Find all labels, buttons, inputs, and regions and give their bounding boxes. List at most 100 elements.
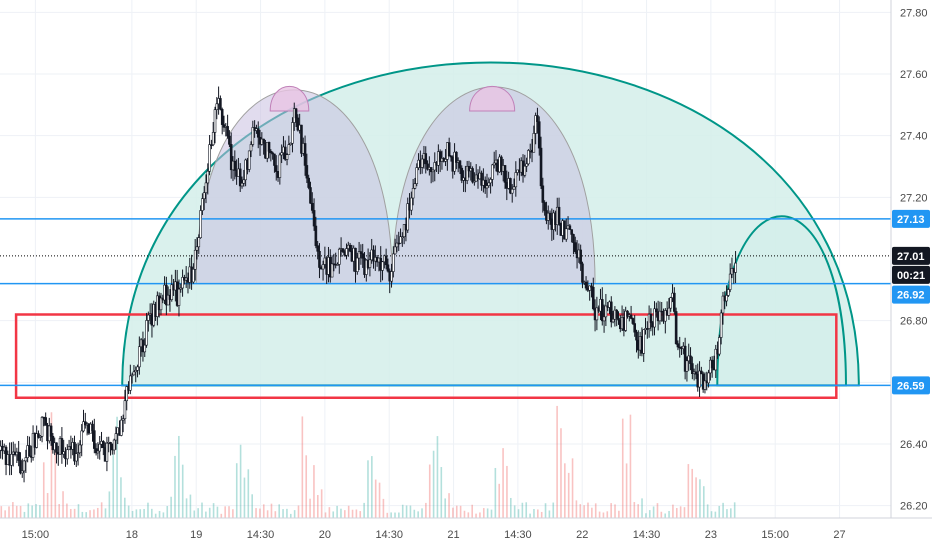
volume-bar — [58, 504, 60, 518]
candle-body — [28, 445, 31, 457]
candle-body — [595, 307, 599, 321]
shoulder-cap-shape[interactable] — [469, 86, 516, 112]
volume-bar — [637, 504, 639, 518]
volume-bar — [726, 509, 728, 518]
time-tick-label: 14:30 — [247, 529, 275, 541]
volume-bar — [120, 477, 122, 518]
volume-bar — [255, 508, 257, 518]
volume-bar — [718, 505, 721, 518]
volume-bar — [181, 464, 184, 518]
volume-bar — [309, 498, 311, 518]
time-tick-label: 15:00 — [22, 529, 50, 541]
volume-bar — [405, 505, 408, 518]
volume-bar — [691, 468, 694, 518]
candle-body — [242, 179, 246, 184]
candle-body — [120, 419, 123, 436]
volume-bar — [85, 512, 88, 518]
candle-body — [393, 246, 397, 255]
volume-bar — [459, 505, 462, 518]
highlight-rectangle[interactable] — [14, 313, 838, 399]
volume-bar — [494, 467, 497, 518]
volume-bar — [425, 502, 427, 518]
volume-bar — [317, 495, 319, 518]
countdown-badge-bg — [892, 265, 930, 284]
candle-body — [646, 328, 649, 330]
candle-body — [321, 264, 325, 270]
volume-bar — [305, 455, 308, 518]
candle-body — [386, 264, 390, 272]
volume-bar — [579, 504, 582, 518]
volume-bar — [205, 511, 207, 518]
candle-body — [397, 242, 401, 245]
candle-body — [541, 185, 545, 203]
volume-bar — [614, 504, 616, 518]
candle-body — [273, 153, 276, 166]
volume-bar — [135, 509, 138, 518]
candle-body — [305, 165, 309, 179]
candle-body — [24, 457, 28, 462]
candle-body — [193, 249, 197, 270]
candle-body — [485, 185, 489, 189]
shoulder-cap-shape[interactable] — [269, 86, 310, 112]
volume-bar — [166, 505, 169, 518]
volume-bar — [31, 505, 33, 518]
candle-body — [114, 433, 118, 441]
volume-bar — [436, 436, 439, 518]
candle-body — [105, 442, 109, 462]
volume-bar — [672, 504, 674, 518]
volume-bar — [266, 510, 269, 518]
candle-body — [35, 433, 38, 448]
volume-bar — [679, 506, 682, 518]
candle-body — [698, 370, 701, 388]
candle-body — [433, 162, 437, 171]
volume-bar — [235, 463, 238, 518]
volume-bar — [602, 512, 605, 518]
candle-body — [294, 108, 298, 119]
volume-bar — [212, 503, 215, 518]
volume-bar — [367, 460, 369, 518]
volume-bar — [344, 510, 346, 518]
volume-bar — [687, 464, 690, 518]
volume-bar — [544, 503, 547, 518]
volume-bar — [147, 502, 149, 518]
candle-body — [310, 202, 314, 211]
volume-bar — [587, 502, 589, 518]
volume-bar — [286, 508, 288, 518]
candle-body — [208, 144, 211, 172]
candle-body — [727, 289, 730, 296]
candle-body — [206, 170, 210, 184]
candle-body — [55, 442, 58, 453]
volume-bar — [50, 412, 53, 518]
volume-bar — [112, 454, 115, 518]
candle-body — [653, 308, 656, 328]
candle-body — [40, 416, 44, 437]
candle-body — [145, 320, 148, 346]
highlight-box-layer[interactable] — [14, 313, 838, 399]
time-tick-label: 22 — [576, 529, 588, 541]
volume-bar — [722, 502, 724, 518]
candle-body — [348, 244, 352, 252]
volume-bar — [42, 462, 45, 518]
candle-body — [179, 287, 183, 290]
price-badges: 27.13 26.92 26.59 27.01 00:21 — [892, 209, 930, 395]
volume-bar — [625, 463, 628, 518]
volume-bar — [66, 503, 68, 518]
candle-body — [201, 198, 204, 211]
time-axis[interactable]: 15:00 18 19 14:30 20 14:30 21 14:30 22 14:30 23 15:… — [22, 529, 846, 541]
candle-body — [20, 470, 24, 474]
volume-bar — [695, 477, 697, 518]
candle-body — [401, 236, 404, 239]
candle-body — [514, 172, 518, 188]
volume-bar — [216, 506, 219, 518]
volume-bar — [262, 504, 265, 518]
candle-body — [91, 423, 94, 431]
candle-body — [725, 295, 728, 302]
level-lines[interactable] — [0, 218, 891, 387]
candle-body — [76, 452, 80, 455]
candle-body — [283, 146, 287, 160]
candle-body — [633, 323, 637, 333]
candle-body — [129, 375, 132, 391]
candle-body — [667, 307, 671, 316]
